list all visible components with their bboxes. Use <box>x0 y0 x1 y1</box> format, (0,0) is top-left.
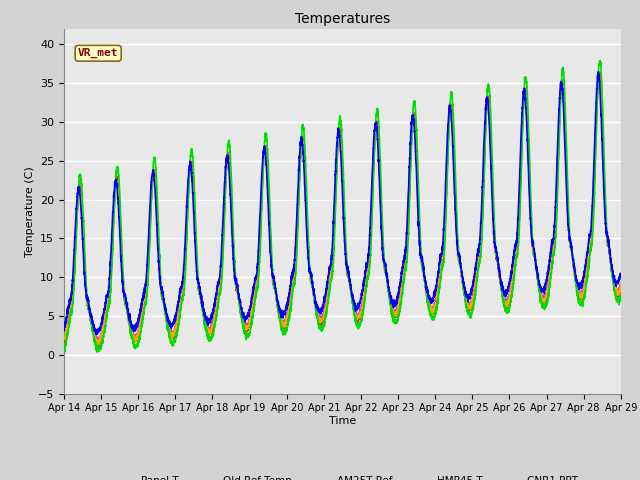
Panel T <box>322 307 330 312</box>
Legend: Panel T, Old Ref Temp, AM25T Ref, HMP45 T, CNR1 PRT: Panel T, Old Ref Temp, AM25T Ref, HMP45 … <box>102 472 582 480</box>
X-axis label: Time: Time <box>329 416 356 426</box>
AM25T Ref <box>616 299 624 304</box>
HMP45 T <box>499 285 507 291</box>
CNR1 PRT <box>60 336 68 342</box>
Old Ref Temp <box>436 270 444 276</box>
AM25T Ref <box>617 297 625 302</box>
Line: CNR1 PRT: CNR1 PRT <box>64 72 621 342</box>
Panel T <box>436 272 444 277</box>
Old Ref Temp <box>161 302 168 308</box>
CNR1 PRT <box>499 291 507 297</box>
AM25T Ref <box>499 299 507 305</box>
AM25T Ref <box>322 314 330 320</box>
CNR1 PRT <box>595 69 602 74</box>
CNR1 PRT <box>161 302 168 308</box>
Panel T <box>95 343 103 349</box>
Old Ref Temp <box>616 289 624 295</box>
AM25T Ref <box>60 347 68 352</box>
Y-axis label: Temperature (C): Temperature (C) <box>25 166 35 257</box>
Old Ref Temp <box>617 281 625 287</box>
Old Ref Temp <box>595 72 603 78</box>
CNR1 PRT <box>94 339 102 345</box>
HMP45 T <box>595 69 602 75</box>
HMP45 T <box>616 273 624 279</box>
AM25T Ref <box>161 300 168 306</box>
Panel T <box>616 286 624 292</box>
AM25T Ref <box>93 349 101 355</box>
CNR1 PRT <box>617 282 625 288</box>
AM25T Ref <box>436 278 444 284</box>
AM25T Ref <box>467 310 475 315</box>
HMP45 T <box>93 332 100 337</box>
HMP45 T <box>161 301 168 307</box>
CNR1 PRT <box>436 266 444 272</box>
HMP45 T <box>617 271 625 276</box>
Panel T <box>596 71 604 76</box>
Line: HMP45 T: HMP45 T <box>64 72 621 335</box>
HMP45 T <box>436 258 444 264</box>
Old Ref Temp <box>322 305 330 311</box>
Text: VR_met: VR_met <box>78 48 118 59</box>
Line: Panel T: Panel T <box>64 73 621 346</box>
Line: Old Ref Temp: Old Ref Temp <box>64 75 621 345</box>
CNR1 PRT <box>322 300 330 306</box>
CNR1 PRT <box>616 282 624 288</box>
Old Ref Temp <box>60 336 68 342</box>
Old Ref Temp <box>95 342 102 348</box>
Title: Temperatures: Temperatures <box>295 12 390 26</box>
Panel T <box>617 283 625 288</box>
Panel T <box>467 302 475 308</box>
Old Ref Temp <box>467 301 475 307</box>
Panel T <box>499 296 507 301</box>
CNR1 PRT <box>467 301 475 307</box>
HMP45 T <box>322 291 330 297</box>
Panel T <box>60 340 68 346</box>
AM25T Ref <box>596 58 604 63</box>
HMP45 T <box>60 324 68 330</box>
Panel T <box>161 301 168 307</box>
Old Ref Temp <box>499 293 507 299</box>
Line: AM25T Ref: AM25T Ref <box>64 60 621 352</box>
HMP45 T <box>467 291 475 297</box>
